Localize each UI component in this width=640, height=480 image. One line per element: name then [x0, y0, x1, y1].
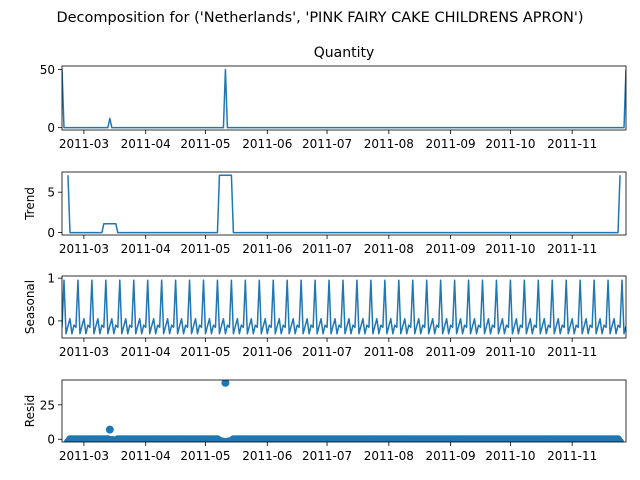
- x-tick-label: 2011-03: [59, 449, 109, 463]
- axes-frame: [61, 379, 627, 443]
- y-axis-label: Seasonal: [23, 280, 37, 334]
- axes-frame: [61, 65, 627, 131]
- series: [62, 68, 626, 129]
- figure-suptitle: Decomposition for ('Netherlands', 'PINK …: [56, 10, 583, 26]
- panel-3: Seasonal 0 1 2011-03 2011-04 2011-05 2011-06 20…: [23, 272, 627, 359]
- x-tick-label: 2011-11: [547, 345, 597, 359]
- x-tick-label: 2011-07: [302, 345, 352, 359]
- x-tick-label: 2011-07: [302, 137, 352, 151]
- x-tick-label: 2011-10: [485, 242, 535, 256]
- resid-point: [221, 380, 230, 387]
- panel-2: Trend 0 5 2011-03 2011-04 2011-05 2011-06 2011-…: [23, 171, 627, 256]
- x-tick-label: 2011-08: [364, 242, 414, 256]
- x-tick-label: 2011-08: [364, 137, 414, 151]
- series: [62, 279, 626, 335]
- x-tick-label: 2011-06: [242, 242, 292, 256]
- x-tick-label: 2011-10: [485, 345, 535, 359]
- axes-frame: [61, 275, 627, 339]
- x-tick-label: 2011-10: [485, 137, 535, 151]
- y-axis-label: Resid: [23, 395, 37, 427]
- resid-point: [105, 425, 114, 434]
- x-tick-label: 2011-06: [242, 449, 292, 463]
- x-tick-label: 2011-07: [302, 242, 352, 256]
- x-tick-label: 2011-09: [426, 137, 476, 151]
- x-tick-label: 2011-07: [302, 449, 352, 463]
- x-tick-label: 2011-09: [426, 449, 476, 463]
- series: [63, 380, 625, 442]
- series-line: [67, 174, 621, 234]
- x-tick-label: 2011-06: [242, 345, 292, 359]
- x-tick-label: 2011-05: [180, 242, 230, 256]
- y-tick-label: 25: [40, 398, 55, 412]
- x-tick-label: 2011-08: [364, 345, 414, 359]
- axes-frame: [61, 171, 627, 236]
- y-tick-label: 0: [47, 433, 55, 447]
- y-tick-label: 50: [40, 63, 55, 77]
- x-tick-label: 2011-03: [59, 242, 109, 256]
- x-tick-label: 2011-08: [364, 449, 414, 463]
- x-tick-label: 2011-11: [547, 449, 597, 463]
- y-tick-label: 0: [47, 121, 55, 135]
- panel-title: Quantity: [314, 45, 375, 61]
- panel-4: Resid 0 25 2011-03 2011-04 2011-05 2011-06 2011…: [23, 379, 627, 463]
- y-tick-label: 0: [47, 226, 55, 240]
- panel-1: Quantity 0 50 2011-03 2011-04 2011-05 2011-06 2…: [40, 45, 627, 151]
- series: [67, 174, 621, 234]
- x-tick-label: 2011-06: [242, 137, 292, 151]
- x-tick-label: 2011-05: [180, 345, 230, 359]
- y-tick-label: 5: [47, 186, 55, 200]
- x-tick-label: 2011-05: [180, 449, 230, 463]
- x-tick-label: 2011-09: [426, 242, 476, 256]
- x-tick-label: 2011-11: [547, 242, 597, 256]
- x-tick-label: 2011-04: [121, 242, 171, 256]
- x-tick-label: 2011-04: [121, 137, 171, 151]
- y-tick-label: 1: [47, 272, 55, 286]
- y-axis-label: Trend: [23, 187, 37, 221]
- x-tick-label: 2011-04: [121, 449, 171, 463]
- x-tick-label: 2011-03: [59, 345, 109, 359]
- y-tick-label: 0: [47, 314, 55, 328]
- series-line: [62, 68, 626, 129]
- x-tick-label: 2011-11: [547, 137, 597, 151]
- x-tick-label: 2011-04: [121, 345, 171, 359]
- resid-point: [616, 438, 625, 442]
- series-line: [62, 279, 626, 335]
- x-tick-label: 2011-09: [426, 345, 476, 359]
- x-tick-label: 2011-03: [59, 137, 109, 151]
- x-tick-label: 2011-10: [485, 449, 535, 463]
- x-tick-label: 2011-05: [180, 137, 230, 151]
